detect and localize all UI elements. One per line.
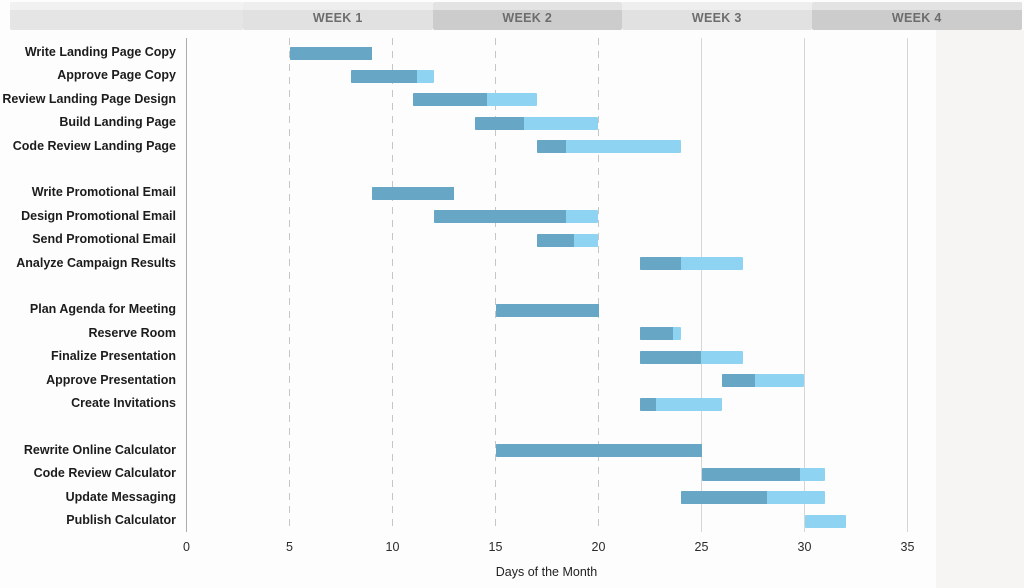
task-label: Send Promotional Email (32, 232, 176, 247)
x-tick-label: 30 (797, 540, 812, 554)
gridline-day-25 (700, 38, 703, 532)
task-label: Publish Calculator (66, 513, 176, 527)
gantt-bar (495, 303, 599, 317)
gantt-bar (474, 116, 599, 130)
task-label: Reserve Room (88, 325, 176, 340)
gantt-bar (701, 467, 826, 481)
task-label: Design Promotional Email (21, 208, 176, 223)
gantt-bar-complete (495, 444, 702, 458)
gantt-bar (413, 93, 537, 107)
task-label: Finalize Presentation (50, 349, 176, 364)
gantt-bar (680, 491, 826, 505)
week-segment: WEEK 2 (432, 2, 622, 30)
gridline-day-15 (494, 38, 497, 532)
task-label: Write Promotional Email (31, 185, 176, 200)
gantt-bar-complete (536, 140, 566, 154)
task-label: Rewrite Online Calculator (23, 442, 176, 457)
task-label: Update Messaging (65, 489, 176, 504)
gantt-bar-complete (639, 327, 673, 341)
gantt-bar-complete (701, 467, 801, 481)
week-label: WEEK 4 (891, 11, 942, 25)
x-tick-label: 25 (694, 540, 709, 554)
task-label: Create Invitations (71, 396, 176, 410)
week-segment-spacer (10, 2, 243, 30)
week-label: WEEK 2 (502, 11, 553, 25)
right-margin-shade (936, 30, 1024, 588)
gridline-day-10 (391, 38, 394, 532)
gantt-bar (639, 257, 743, 271)
gantt-bar-complete (371, 186, 455, 200)
x-tick-label: 0 (183, 540, 190, 554)
gantt-bar-complete (413, 93, 488, 107)
x-tick-label: 10 (385, 540, 400, 554)
task-label: Code Review Calculator (33, 466, 176, 481)
gantt-bar-complete (536, 233, 574, 247)
x-axis-title: Days of the Month (495, 565, 598, 579)
gantt-bar (371, 186, 455, 200)
week-segment: WEEK 1 (243, 2, 433, 30)
task-label: Plan Agenda for Meeting (29, 302, 176, 317)
week-label: WEEK 3 (691, 11, 742, 25)
gantt-bar (639, 327, 681, 341)
task-label: Analyze Campaign Results (16, 255, 176, 270)
gantt-bar-complete (639, 397, 657, 411)
task-label: Approve Page Copy (57, 68, 176, 83)
gantt-bar (722, 374, 805, 388)
x-tick-label: 15 (488, 540, 503, 554)
gantt-bar (289, 46, 372, 60)
gantt-bar (536, 233, 599, 247)
gridline-day-0 (185, 38, 188, 532)
gantt-bar (804, 514, 846, 528)
week-segment-highlight (811, 2, 1022, 10)
gantt-bar (433, 210, 599, 224)
week-header: WEEK 1 WEEK 2 WEEK 3 WEEK 4 (8, 2, 1022, 30)
gridline-day-35 (906, 38, 909, 532)
gantt-bar-complete (433, 210, 566, 224)
week-segment: WEEK 3 (622, 2, 812, 30)
week-segment-highlight (432, 2, 622, 10)
task-label: Code Review Landing Page (12, 138, 176, 153)
gantt-bar-complete (639, 350, 702, 364)
x-tick-label: 35 (900, 540, 915, 554)
x-tick-label: 5 (286, 540, 293, 554)
gantt-bar-complete (495, 303, 599, 317)
week-segment-highlight (10, 2, 243, 10)
task-label: Write Landing Page Copy (24, 45, 176, 59)
gantt-bar (639, 350, 743, 364)
gantt-bar (639, 397, 723, 411)
gantt-bar (536, 140, 681, 154)
week-label: WEEK 1 (312, 11, 363, 25)
task-label: Build Landing Page (59, 115, 176, 130)
gantt-bar-complete (351, 69, 418, 83)
gantt-bar (495, 444, 702, 458)
week-segment-highlight (622, 2, 812, 10)
gantt-bar-complete (474, 116, 525, 130)
week-segment-highlight (243, 2, 433, 10)
task-label: Approve Presentation (46, 372, 176, 387)
gantt-bar-complete (680, 491, 768, 505)
gridline-day-5 (288, 38, 291, 532)
gantt-bar-complete (289, 46, 372, 60)
x-tick-label: 20 (591, 540, 606, 554)
gridline-day-30 (803, 38, 806, 532)
gridline-day-20 (597, 38, 600, 532)
gantt-bar (351, 69, 434, 83)
gantt-bar-complete (639, 257, 681, 271)
task-label: Review Landing Page Design (2, 91, 176, 106)
week-segment: WEEK 4 (811, 2, 1022, 30)
gantt-bar-complete (722, 374, 756, 388)
